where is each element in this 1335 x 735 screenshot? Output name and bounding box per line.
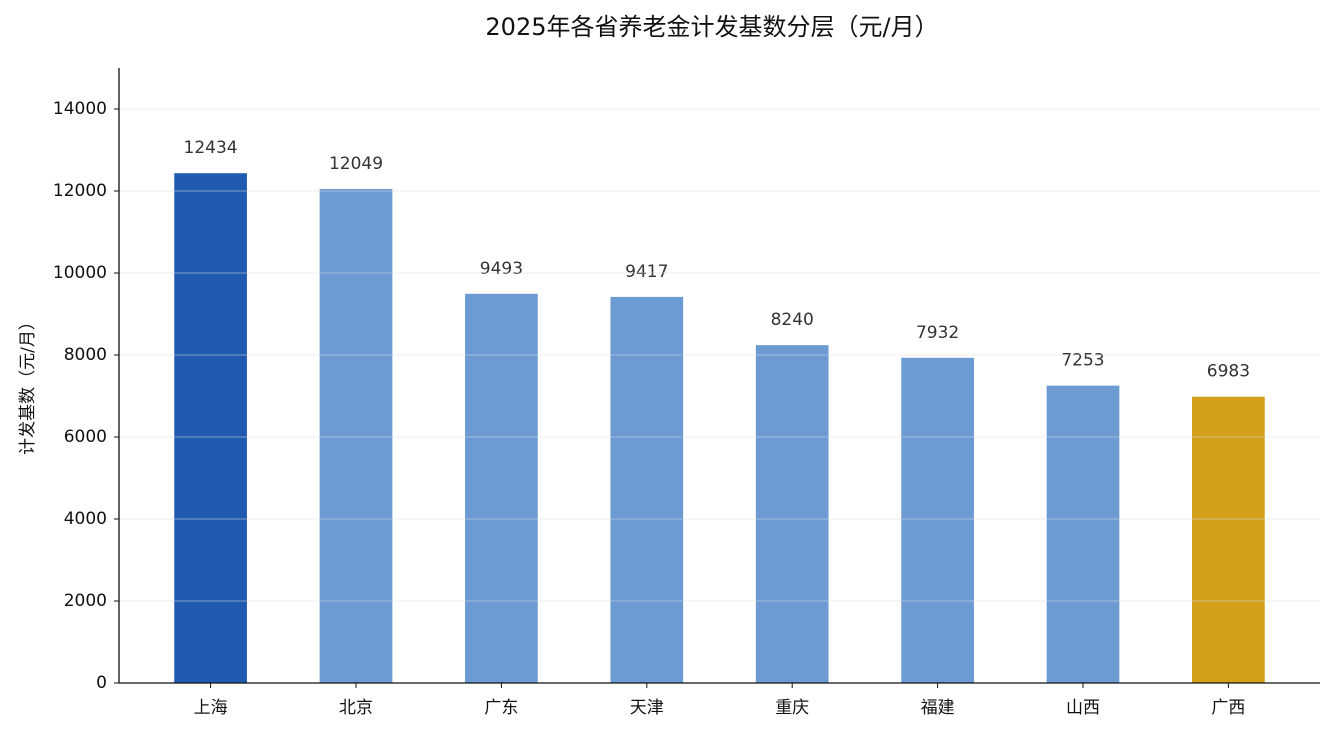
- chart-title: 2025年各省养老金计发基数分层（元/月）: [485, 13, 938, 41]
- value-label: 12434: [184, 138, 238, 158]
- y-tick-label: 10000: [53, 263, 107, 283]
- y-tick-label: 14000: [53, 99, 107, 119]
- value-label: 6983: [1207, 362, 1250, 382]
- bar: [1192, 396, 1265, 683]
- x-tick-label: 重庆: [775, 698, 809, 718]
- bar: [465, 293, 538, 683]
- x-tick-label: 山西: [1066, 698, 1100, 718]
- y-tick-label: 8000: [64, 345, 107, 365]
- x-tick-label: 北京: [339, 698, 373, 718]
- x-tick-label: 上海: [194, 698, 228, 718]
- y-tick-label: 0: [96, 673, 107, 693]
- bar: [1046, 385, 1120, 683]
- x-tick-label: 福建: [921, 698, 955, 718]
- x-tick-label: 天津: [630, 698, 664, 718]
- value-label: 7253: [1061, 351, 1104, 371]
- bar: [755, 345, 829, 683]
- y-tick-label: 4000: [64, 509, 107, 529]
- value-label: 12049: [329, 154, 383, 174]
- x-tick-label: 广东: [484, 698, 518, 718]
- y-tick-label: 12000: [53, 181, 107, 201]
- bar: [174, 173, 247, 683]
- value-label: 7932: [916, 323, 959, 343]
- bar: [610, 296, 684, 683]
- x-tick-label: 广西: [1211, 698, 1245, 718]
- bar: [319, 188, 393, 683]
- value-label: 9493: [480, 259, 523, 279]
- bar: [901, 357, 974, 683]
- y-axis-label: 计发基数（元/月）: [18, 313, 38, 455]
- value-label: 9417: [625, 262, 668, 282]
- y-tick-label: 2000: [64, 591, 107, 611]
- value-label: 8240: [771, 310, 814, 330]
- y-tick-label: 6000: [64, 427, 107, 447]
